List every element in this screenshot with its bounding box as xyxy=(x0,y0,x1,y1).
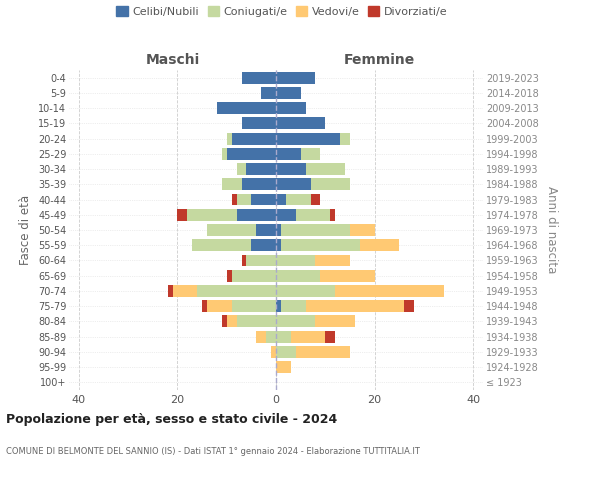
Bar xyxy=(404,300,414,312)
Bar xyxy=(276,194,286,205)
Bar xyxy=(256,330,266,342)
Bar xyxy=(247,163,276,175)
Bar xyxy=(276,148,301,160)
Bar xyxy=(261,87,276,99)
Bar xyxy=(236,163,247,175)
Bar xyxy=(276,361,291,373)
Text: Maschi: Maschi xyxy=(145,54,200,68)
Bar xyxy=(305,163,345,175)
Bar xyxy=(241,118,276,130)
Bar xyxy=(335,285,443,297)
Bar xyxy=(178,209,187,220)
Bar xyxy=(266,330,276,342)
Bar xyxy=(276,270,320,281)
Text: Popolazione per età, sesso e stato civile - 2024: Popolazione per età, sesso e stato civil… xyxy=(6,412,337,426)
Bar xyxy=(316,254,350,266)
Bar xyxy=(222,178,241,190)
Bar xyxy=(227,270,232,281)
Bar xyxy=(350,224,374,236)
Bar xyxy=(291,330,325,342)
Bar xyxy=(256,224,276,236)
Bar xyxy=(187,209,236,220)
Bar xyxy=(232,194,236,205)
Legend: Celibi/Nubili, Coniugati/e, Vedovi/e, Divorziati/e: Celibi/Nubili, Coniugati/e, Vedovi/e, Di… xyxy=(113,3,451,20)
Bar xyxy=(316,316,355,328)
Bar xyxy=(241,72,276,84)
Bar xyxy=(227,132,232,144)
Text: Femmine: Femmine xyxy=(344,54,415,68)
Bar xyxy=(301,148,320,160)
Bar xyxy=(217,102,276,114)
Bar xyxy=(281,240,360,251)
Bar xyxy=(276,285,335,297)
Bar xyxy=(281,300,305,312)
Bar xyxy=(251,194,276,205)
Bar xyxy=(173,285,197,297)
Bar xyxy=(197,285,276,297)
Bar xyxy=(207,300,232,312)
Bar xyxy=(276,316,316,328)
Bar xyxy=(296,209,330,220)
Bar xyxy=(232,270,276,281)
Y-axis label: Anni di nascita: Anni di nascita xyxy=(545,186,558,274)
Bar xyxy=(276,72,316,84)
Bar xyxy=(222,148,227,160)
Bar xyxy=(276,118,325,130)
Bar xyxy=(340,132,350,144)
Bar xyxy=(325,330,335,342)
Bar xyxy=(311,194,320,205)
Text: COMUNE DI BELMONTE DEL SANNIO (IS) - Dati ISTAT 1° gennaio 2024 - Elaborazione T: COMUNE DI BELMONTE DEL SANNIO (IS) - Dat… xyxy=(6,448,420,456)
Bar xyxy=(276,87,301,99)
Bar xyxy=(207,224,256,236)
Y-axis label: Fasce di età: Fasce di età xyxy=(19,195,32,265)
Bar xyxy=(276,300,281,312)
Bar xyxy=(281,224,350,236)
Bar xyxy=(247,254,276,266)
Bar xyxy=(236,316,276,328)
Bar xyxy=(276,254,316,266)
Bar xyxy=(241,178,276,190)
Bar xyxy=(305,300,404,312)
Bar xyxy=(276,240,281,251)
Bar xyxy=(236,209,276,220)
Bar xyxy=(296,346,350,358)
Bar xyxy=(330,209,335,220)
Bar xyxy=(276,178,311,190)
Bar xyxy=(311,178,350,190)
Bar xyxy=(286,194,311,205)
Bar xyxy=(236,194,251,205)
Bar xyxy=(227,316,236,328)
Bar xyxy=(276,209,296,220)
Bar xyxy=(276,102,305,114)
Bar xyxy=(320,270,374,281)
Bar xyxy=(232,300,276,312)
Bar xyxy=(276,224,281,236)
Bar xyxy=(242,254,247,266)
Bar xyxy=(271,346,276,358)
Bar xyxy=(251,240,276,251)
Bar xyxy=(167,285,173,297)
Bar xyxy=(276,163,305,175)
Bar xyxy=(232,132,276,144)
Bar xyxy=(227,148,276,160)
Bar xyxy=(192,240,251,251)
Bar xyxy=(276,132,340,144)
Bar xyxy=(276,346,296,358)
Bar xyxy=(222,316,227,328)
Bar xyxy=(202,300,207,312)
Bar xyxy=(360,240,399,251)
Bar xyxy=(276,330,291,342)
